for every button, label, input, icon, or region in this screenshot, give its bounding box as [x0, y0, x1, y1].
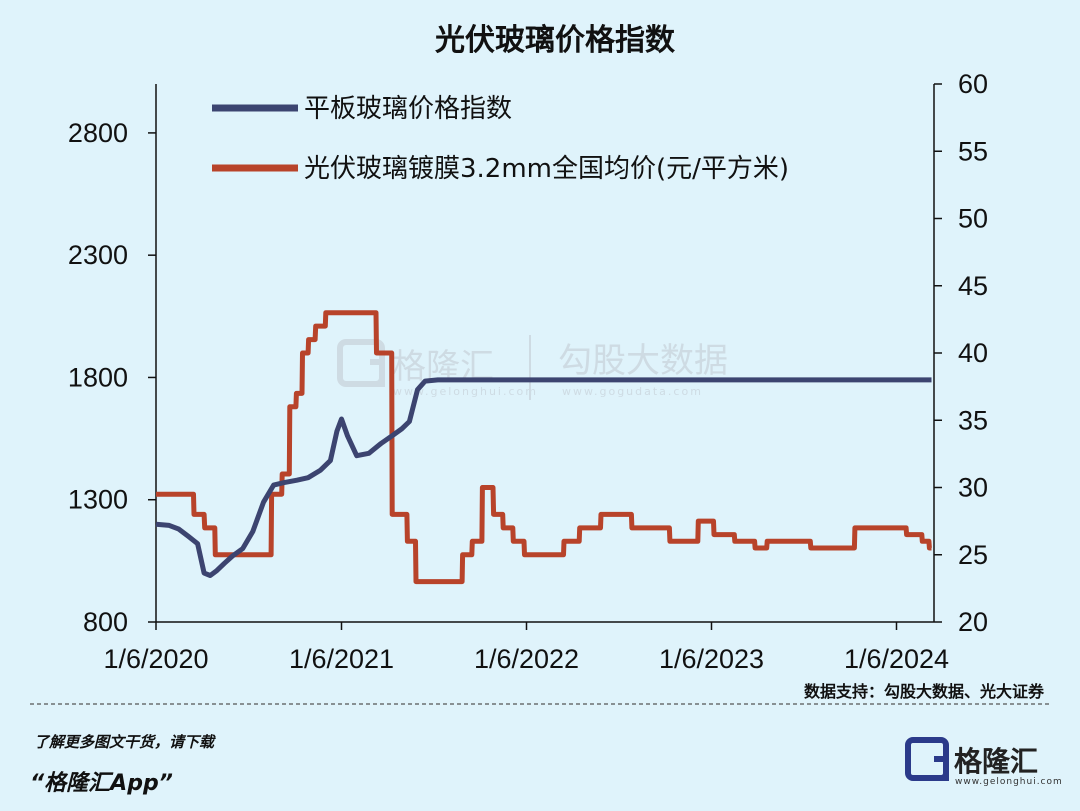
x-tick-label: 1/6/2021 — [289, 644, 394, 674]
right-y-tick-label: 20 — [958, 607, 988, 637]
right-y-tick-label: 35 — [958, 405, 988, 435]
left-y-tick-label: 2300 — [68, 240, 128, 270]
watermark: 格隆汇 www.gelonghui.com 勾股大数据 www.gogudata… — [337, 335, 728, 400]
right-y-tick-label: 55 — [958, 136, 988, 166]
left-y-ticks: 800 1300 1800 2300 2800 — [68, 118, 156, 637]
source-text: 数据支持：勾股大数据、光大证券 — [804, 682, 1045, 701]
legend-label-flat-glass: 平板玻璃价格指数 — [304, 94, 512, 124]
footer-app-name[interactable]: “格隆汇App” — [30, 771, 173, 796]
left-y-tick-label: 2800 — [68, 118, 128, 148]
legend-label-pv-glass: 光伏玻璃镀膜3.2mm全国均价(元/平方米) — [304, 154, 789, 184]
watermark-brand-url: www.gelonghui.com — [393, 385, 538, 398]
x-tick-label: 1/6/2024 — [844, 644, 949, 674]
right-y-tick-label: 45 — [958, 271, 988, 301]
brand-logo-url: www.gelonghui.com — [955, 777, 1063, 787]
right-y-tick-label: 60 — [958, 69, 988, 99]
x-tick-label: 1/6/2022 — [474, 644, 579, 674]
x-tick-label: 1/6/2020 — [103, 644, 208, 674]
series-line-flat-glass-index — [155, 377, 932, 578]
legend: 平板玻璃价格指数 光伏玻璃镀膜3.2mm全国均价(元/平方米) — [212, 94, 789, 184]
chart-title: 光伏玻璃价格指数 — [435, 23, 676, 58]
x-tick-label: 1/6/2023 — [659, 644, 764, 674]
right-y-ticks: 20 25 30 35 40 45 50 55 60 — [934, 69, 988, 637]
footer-line1: 了解更多图文干货，请下载 — [34, 733, 216, 751]
brand-logo-name: 格隆汇 — [954, 745, 1038, 778]
brand-logo[interactable]: 格隆汇 www.gelonghui.com — [905, 737, 1063, 787]
left-y-tick-label: 1300 — [68, 485, 128, 515]
brand-logo-icon — [905, 737, 949, 781]
right-y-tick-label: 25 — [958, 540, 988, 570]
watermark-logo-icon — [337, 339, 385, 387]
x-ticks: 1/6/2020 1/6/2021 1/6/2022 1/6/2023 1/6/2024 — [103, 622, 949, 674]
left-y-tick-label: 800 — [83, 607, 128, 637]
left-y-tick-label: 1800 — [68, 362, 128, 392]
right-y-tick-label: 50 — [958, 204, 988, 234]
series-layer — [155, 310, 932, 585]
watermark-partner: 勾股大数据 — [558, 341, 728, 381]
right-y-tick-label: 40 — [958, 338, 988, 368]
watermark-partner-url: www.gogudata.com — [562, 385, 703, 398]
right-y-tick-label: 30 — [958, 473, 988, 503]
series-line-pv-glass-price — [156, 310, 932, 585]
